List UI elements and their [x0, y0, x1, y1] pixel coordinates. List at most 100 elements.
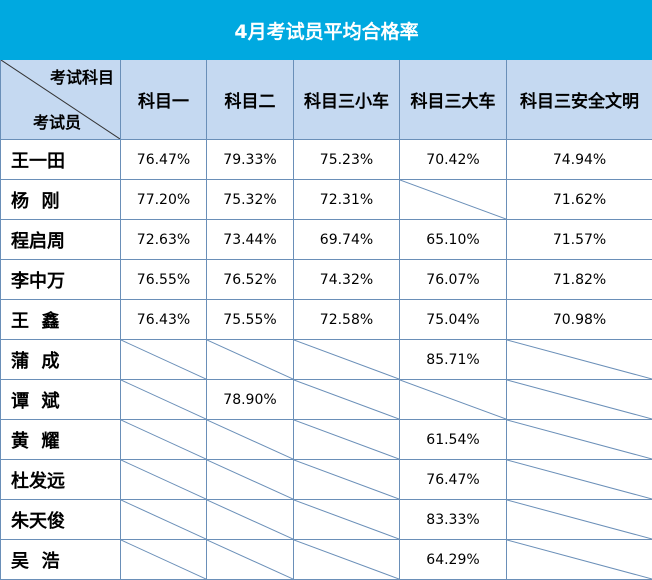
empty-cell-diagonal-line — [294, 420, 399, 459]
pass-rate-cell: 76.52% — [207, 260, 294, 300]
column-header: 科目三安全文明 — [507, 60, 652, 140]
empty-cell-diagonal-line — [294, 380, 399, 419]
pass-rate-cell: 64.29% — [400, 540, 507, 580]
empty-cell-diagonal-line — [207, 540, 293, 579]
pass-rate-cell: 65.10% — [400, 220, 507, 260]
empty-cell — [294, 460, 400, 500]
empty-cell-diagonal-line — [121, 500, 206, 539]
pass-rate-cell: 72.31% — [294, 180, 400, 220]
pass-rate-cell: 76.43% — [121, 300, 207, 340]
pass-rate-cell: 61.54% — [400, 420, 507, 460]
examiner-name-cell: 杨 刚 — [1, 180, 121, 220]
pass-rate-cell: 83.33% — [400, 500, 507, 540]
empty-cell — [507, 500, 652, 540]
empty-cell-diagonal-line — [207, 500, 293, 539]
empty-cell — [207, 540, 294, 580]
empty-cell-diagonal-line — [294, 340, 399, 379]
examiner-name-cell: 朱天俊 — [1, 500, 121, 540]
empty-cell-diagonal-line — [400, 380, 506, 419]
empty-cell — [121, 500, 207, 540]
empty-cell — [507, 380, 652, 420]
empty-cell-diagonal-line — [507, 500, 652, 539]
examiner-name-cell: 李中万 — [1, 260, 121, 300]
empty-cell-diagonal-line — [294, 460, 399, 499]
title-row: 4月考试员平均合格率 — [1, 1, 652, 60]
column-header: 科目三小车 — [294, 60, 400, 140]
pass-rate-cell: 75.55% — [207, 300, 294, 340]
header-row: 考试科目 考试员 科目一科目二科目三小车科目三大车科目三安全文明 — [1, 60, 652, 140]
empty-cell-diagonal-line — [294, 540, 399, 579]
empty-cell-diagonal-line — [507, 420, 652, 459]
pass-rate-cell: 75.04% — [400, 300, 507, 340]
table-row: 朱天俊 83.33% — [1, 500, 652, 540]
examiner-name-cell: 王一田 — [1, 140, 121, 180]
empty-cell-diagonal-line — [121, 380, 206, 419]
empty-cell-diagonal-line — [294, 500, 399, 539]
empty-cell — [294, 380, 400, 420]
empty-cell-diagonal-line — [121, 540, 206, 579]
empty-cell-diagonal-line — [121, 340, 206, 379]
column-header: 科目二 — [207, 60, 294, 140]
pass-rate-cell: 76.55% — [121, 260, 207, 300]
empty-cell — [294, 540, 400, 580]
empty-cell-diagonal-line — [207, 420, 293, 459]
table-row: 黄 耀 61.54% — [1, 420, 652, 460]
empty-cell — [121, 380, 207, 420]
empty-cell — [507, 420, 652, 460]
examiner-name-cell: 杜发远 — [1, 460, 121, 500]
corner-header-cell: 考试科目 考试员 — [1, 60, 121, 140]
empty-cell — [207, 460, 294, 500]
examiner-name-cell: 黄 耀 — [1, 420, 121, 460]
pass-rate-cell: 77.20% — [121, 180, 207, 220]
pass-rate-cell: 71.62% — [507, 180, 652, 220]
pass-rate-cell: 75.32% — [207, 180, 294, 220]
empty-cell-diagonal-line — [507, 340, 652, 379]
empty-cell — [400, 380, 507, 420]
empty-cell — [294, 340, 400, 380]
empty-cell — [121, 340, 207, 380]
pass-rate-cell: 71.57% — [507, 220, 652, 260]
empty-cell — [207, 340, 294, 380]
corner-subject-label: 考试科目 — [50, 64, 114, 88]
column-header: 科目一 — [121, 60, 207, 140]
pass-rate-cell: 74.94% — [507, 140, 652, 180]
empty-cell — [207, 420, 294, 460]
pass-rate-cell: 69.74% — [294, 220, 400, 260]
empty-cell-diagonal-line — [121, 460, 206, 499]
pass-rate-cell: 76.47% — [121, 140, 207, 180]
examiner-name-cell: 程启周 — [1, 220, 121, 260]
empty-cell — [294, 500, 400, 540]
pass-rate-cell: 70.98% — [507, 300, 652, 340]
examiner-name-cell: 谭 斌 — [1, 380, 121, 420]
pass-rate-cell: 75.23% — [294, 140, 400, 180]
empty-cell — [121, 540, 207, 580]
empty-cell-diagonal-line — [400, 180, 506, 219]
pass-rate-cell: 73.44% — [207, 220, 294, 260]
pass-rate-cell: 72.58% — [294, 300, 400, 340]
examiner-name-cell: 蒲 成 — [1, 340, 121, 380]
empty-cell — [121, 420, 207, 460]
empty-cell-diagonal-line — [207, 460, 293, 499]
empty-cell-diagonal-line — [507, 380, 652, 419]
empty-cell — [507, 460, 652, 500]
corner-examiner-label: 考试员 — [33, 109, 81, 133]
empty-cell — [294, 420, 400, 460]
pass-rate-cell: 71.82% — [507, 260, 652, 300]
empty-cell-diagonal-line — [207, 340, 293, 379]
empty-cell — [207, 500, 294, 540]
empty-cell-diagonal-line — [507, 540, 652, 579]
pass-rate-cell: 72.63% — [121, 220, 207, 260]
pass-rate-cell: 76.47% — [400, 460, 507, 500]
empty-cell — [507, 540, 652, 580]
empty-cell — [507, 340, 652, 380]
